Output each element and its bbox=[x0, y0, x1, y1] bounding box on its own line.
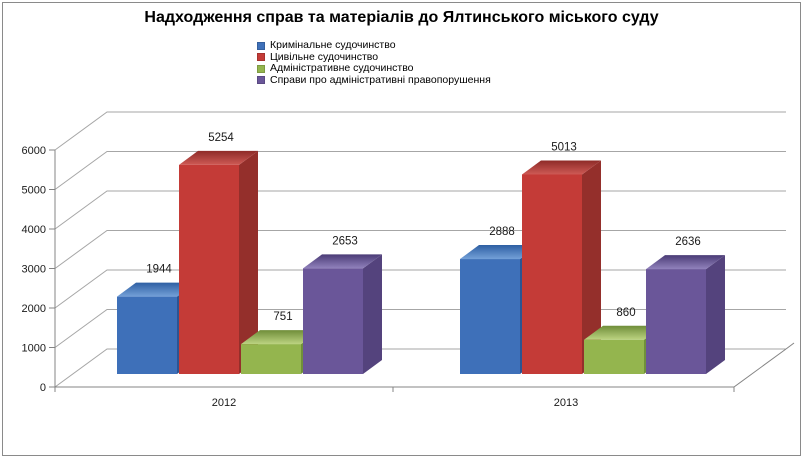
legend-item: Адміністративне судочинство bbox=[257, 62, 491, 75]
value-axis-tick-label: 0 bbox=[40, 382, 46, 394]
legend-swatch-icon bbox=[257, 41, 265, 50]
legend-item: Цивільне судочинство bbox=[257, 50, 491, 64]
value-axis-tick-label: 2000 bbox=[22, 303, 46, 315]
legend-item: Справи про адміністративні правопорушенн… bbox=[257, 73, 491, 87]
legend: Кримінальне судочинство Цивільне судочинс… bbox=[257, 39, 491, 87]
value-label: 1944 bbox=[146, 264, 172, 276]
value-label: 860 bbox=[616, 307, 635, 319]
legend-label: Цивільне судочинство bbox=[270, 50, 379, 63]
legend-swatch-icon bbox=[257, 64, 265, 73]
chart-title: Надходження справ та матеріалів до Ялтин… bbox=[144, 9, 659, 26]
value-axis-tick-label: 3000 bbox=[22, 264, 46, 276]
value-label: 5013 bbox=[551, 141, 577, 153]
value-label: 2636 bbox=[675, 236, 701, 248]
legend-swatch-icon bbox=[257, 53, 265, 62]
legend-label: Адміністративне судочинство bbox=[270, 62, 414, 74]
category-axis bbox=[54, 342, 795, 392]
legend-swatch-icon bbox=[257, 76, 265, 85]
legend-label: Справи про адміністративні правопорушенн… bbox=[270, 73, 491, 86]
legend-item: Кримінальне судочинство bbox=[257, 39, 491, 52]
value-axis: 0 1000 2000 3000 4000 5000 6000 bbox=[22, 145, 56, 394]
value-axis-tick-label: 5000 bbox=[22, 185, 46, 197]
plot-area: 0 1000 2000 3000 4000 5000 6000 1944 5254 751 2653… bbox=[22, 111, 795, 409]
value-axis-tick-label: 1000 bbox=[22, 343, 46, 355]
bars: 1944 5254 751 2653 2888 5013 860 2636 bbox=[117, 132, 725, 374]
value-label: 2653 bbox=[332, 235, 358, 247]
bar bbox=[303, 254, 382, 374]
bar bbox=[522, 160, 601, 374]
category-label: 2012 bbox=[212, 397, 236, 409]
value-axis-tick-label: 6000 bbox=[22, 145, 46, 157]
legend-label: Кримінальне судочинство bbox=[270, 39, 396, 51]
value-label: 2888 bbox=[489, 226, 515, 238]
bar bbox=[179, 150, 258, 374]
bar bbox=[646, 255, 725, 374]
category-label: 2013 bbox=[554, 397, 578, 409]
value-label: 751 bbox=[273, 311, 292, 323]
value-label: 5254 bbox=[208, 132, 234, 144]
value-axis-tick-label: 4000 bbox=[22, 224, 46, 236]
